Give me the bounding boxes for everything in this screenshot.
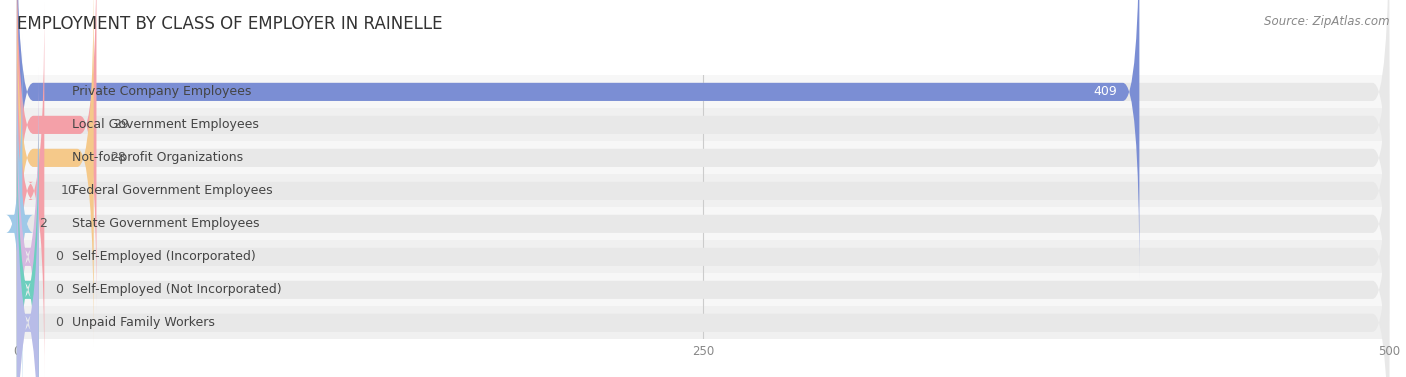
FancyBboxPatch shape [17,0,94,347]
Text: 0: 0 [55,316,63,329]
FancyBboxPatch shape [17,101,39,377]
FancyBboxPatch shape [17,207,1389,241]
FancyBboxPatch shape [6,35,34,377]
Text: Unpaid Family Workers: Unpaid Family Workers [72,316,215,329]
FancyBboxPatch shape [17,0,1389,347]
Text: Source: ZipAtlas.com: Source: ZipAtlas.com [1264,15,1389,28]
FancyBboxPatch shape [17,109,1389,141]
FancyBboxPatch shape [17,141,1389,174]
FancyBboxPatch shape [17,0,1139,281]
FancyBboxPatch shape [17,174,1389,207]
FancyBboxPatch shape [17,2,1389,377]
FancyBboxPatch shape [17,35,1389,377]
FancyBboxPatch shape [17,0,1389,314]
FancyBboxPatch shape [17,306,1389,339]
Text: 409: 409 [1094,86,1118,98]
Text: Local Government Employees: Local Government Employees [72,118,259,131]
FancyBboxPatch shape [17,68,1389,377]
FancyBboxPatch shape [17,75,1389,109]
Text: 0: 0 [55,284,63,296]
Text: State Government Employees: State Government Employees [72,218,259,230]
Text: Self-Employed (Not Incorporated): Self-Employed (Not Incorporated) [72,284,281,296]
Text: Not-for-profit Organizations: Not-for-profit Organizations [72,152,243,164]
FancyBboxPatch shape [17,2,45,377]
FancyBboxPatch shape [17,273,1389,306]
Text: 2: 2 [39,218,46,230]
FancyBboxPatch shape [17,0,1389,281]
Text: EMPLOYMENT BY CLASS OF EMPLOYER IN RAINELLE: EMPLOYMENT BY CLASS OF EMPLOYER IN RAINE… [17,15,443,33]
FancyBboxPatch shape [17,0,97,314]
FancyBboxPatch shape [17,134,39,377]
Text: 29: 29 [112,118,129,131]
Text: Private Company Employees: Private Company Employees [72,86,252,98]
Text: 10: 10 [60,184,77,197]
FancyBboxPatch shape [17,134,1389,377]
Text: Self-Employed (Incorporated): Self-Employed (Incorporated) [72,250,256,263]
Text: Federal Government Employees: Federal Government Employees [72,184,273,197]
FancyBboxPatch shape [17,68,39,377]
Text: 28: 28 [110,152,127,164]
FancyBboxPatch shape [17,101,1389,377]
Text: 0: 0 [55,250,63,263]
FancyBboxPatch shape [17,241,1389,273]
